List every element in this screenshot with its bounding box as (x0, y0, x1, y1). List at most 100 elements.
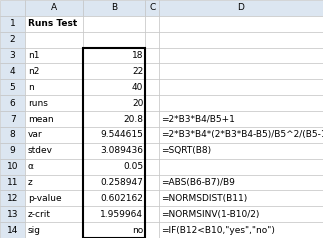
Text: α: α (28, 162, 34, 171)
Bar (25, 174, 83, 190)
Bar (25, 16, 83, 32)
Bar (159, 95, 323, 111)
Bar (83, 143, 145, 159)
Text: =NORMSDIST(B11): =NORMSDIST(B11) (162, 194, 248, 203)
Bar (145, 16, 159, 32)
Bar (0, 206, 25, 222)
Bar (25, 32, 83, 48)
Bar (83, 159, 145, 174)
Text: =IF(B12<B10,"yes","no"): =IF(B12<B10,"yes","no") (162, 226, 276, 235)
Bar (83, 0, 145, 16)
Text: 13: 13 (7, 210, 18, 219)
Bar (145, 143, 159, 159)
Bar (83, 79, 145, 95)
Text: A: A (51, 3, 57, 12)
Bar (159, 206, 323, 222)
Bar (25, 95, 83, 111)
Text: 1: 1 (10, 19, 16, 28)
Bar (159, 127, 323, 143)
Bar (83, 222, 145, 238)
Bar (145, 190, 159, 206)
Bar (159, 222, 323, 238)
Bar (83, 48, 145, 64)
Text: 0.258947: 0.258947 (100, 178, 143, 187)
Bar (145, 206, 159, 222)
Bar (159, 79, 323, 95)
Text: 0.05: 0.05 (123, 162, 143, 171)
Bar (0, 95, 25, 111)
Text: stdev: stdev (28, 146, 53, 155)
Text: 11: 11 (7, 178, 18, 187)
Bar (159, 16, 323, 32)
Text: z-crit: z-crit (28, 210, 51, 219)
Text: 40: 40 (132, 83, 143, 92)
Text: mean: mean (28, 114, 53, 124)
Text: 20.8: 20.8 (123, 114, 143, 124)
Bar (159, 143, 323, 159)
Bar (145, 64, 159, 79)
Bar (0, 79, 25, 95)
Text: sig: sig (28, 226, 41, 235)
Bar (0, 48, 25, 64)
Bar (159, 48, 323, 64)
Bar (145, 79, 159, 95)
Text: 20: 20 (132, 99, 143, 108)
Bar (0, 159, 25, 174)
Text: 3: 3 (10, 51, 16, 60)
Text: 18: 18 (132, 51, 143, 60)
Bar (0, 143, 25, 159)
Text: =SQRT(B8): =SQRT(B8) (162, 146, 212, 155)
Bar (0, 222, 25, 238)
Text: z: z (28, 178, 33, 187)
Text: 6: 6 (10, 99, 16, 108)
Bar (159, 190, 323, 206)
Bar (145, 222, 159, 238)
Bar (25, 79, 83, 95)
Text: 1.959964: 1.959964 (100, 210, 143, 219)
Text: 7: 7 (10, 114, 16, 124)
Text: Runs Test: Runs Test (28, 19, 77, 28)
Bar (25, 206, 83, 222)
Bar (83, 174, 145, 190)
Bar (83, 190, 145, 206)
Text: p-value: p-value (28, 194, 61, 203)
Bar (83, 95, 145, 111)
Text: 10: 10 (7, 162, 18, 171)
Bar (83, 111, 145, 127)
Text: n2: n2 (28, 67, 39, 76)
Bar (25, 222, 83, 238)
Text: 5: 5 (10, 83, 16, 92)
Bar (159, 111, 323, 127)
Bar (0, 127, 25, 143)
Text: 4: 4 (10, 67, 16, 76)
Text: n1: n1 (28, 51, 39, 60)
Text: 9: 9 (10, 146, 16, 155)
Bar (83, 206, 145, 222)
Bar (25, 159, 83, 174)
Bar (145, 32, 159, 48)
Text: 12: 12 (7, 194, 18, 203)
Bar (145, 95, 159, 111)
Bar (25, 143, 83, 159)
Text: =2*B3*B4/B5+1: =2*B3*B4/B5+1 (162, 114, 235, 124)
Text: var: var (28, 130, 42, 139)
Bar (0, 190, 25, 206)
Bar (0, 32, 25, 48)
Bar (25, 127, 83, 143)
Text: 2: 2 (10, 35, 16, 44)
Bar (145, 0, 159, 16)
Bar (0, 174, 25, 190)
Bar (0, 111, 25, 127)
Text: C: C (149, 3, 155, 12)
Bar (83, 32, 145, 48)
Text: B: B (111, 3, 117, 12)
Text: 8: 8 (10, 130, 16, 139)
Bar (83, 48, 145, 238)
Text: runs: runs (28, 99, 48, 108)
Text: =NORMSINV(1-B10/2): =NORMSINV(1-B10/2) (162, 210, 260, 219)
Bar (25, 64, 83, 79)
Bar (159, 159, 323, 174)
Bar (145, 48, 159, 64)
Bar (83, 127, 145, 143)
Bar (159, 64, 323, 79)
